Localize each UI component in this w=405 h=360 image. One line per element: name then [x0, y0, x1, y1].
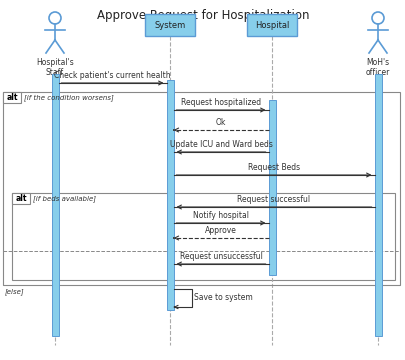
Bar [268, 100, 275, 275]
Text: Check patient's current health: Check patient's current health [54, 71, 171, 80]
Bar [246, 14, 296, 36]
Text: MoH's
officer: MoH's officer [365, 58, 389, 77]
Text: Hospital's
Staff: Hospital's Staff [36, 58, 74, 77]
Bar [12, 193, 30, 204]
Text: Save to system: Save to system [194, 293, 253, 302]
Text: alt: alt [15, 194, 27, 203]
Text: Request Beds: Request Beds [247, 163, 299, 172]
Text: Approve: Approve [205, 226, 237, 235]
Text: [if the condition worsens]: [if the condition worsens] [24, 94, 113, 101]
Text: Ok: Ok [215, 118, 226, 127]
Bar [166, 80, 173, 310]
Bar [3, 92, 399, 285]
Text: Update ICU and Ward beds: Update ICU and Ward beds [169, 140, 272, 149]
Text: [else]: [else] [5, 288, 25, 295]
Text: Approve Request for Hospitalization: Approve Request for Hospitalization [96, 9, 309, 22]
Text: Request unsuccessful: Request unsuccessful [179, 252, 262, 261]
Text: Request hospitalized: Request hospitalized [181, 98, 260, 107]
Bar [145, 14, 194, 36]
Text: Hospital: Hospital [254, 21, 288, 30]
Bar [373, 74, 381, 336]
Text: alt: alt [6, 93, 18, 102]
Bar [51, 74, 58, 336]
Text: Notify hospital: Notify hospital [192, 211, 248, 220]
Bar [3, 92, 21, 103]
Bar [12, 193, 394, 280]
Text: [if beds available]: [if beds available] [33, 195, 96, 202]
Text: System: System [154, 21, 185, 30]
Text: Request successful: Request successful [237, 195, 310, 204]
